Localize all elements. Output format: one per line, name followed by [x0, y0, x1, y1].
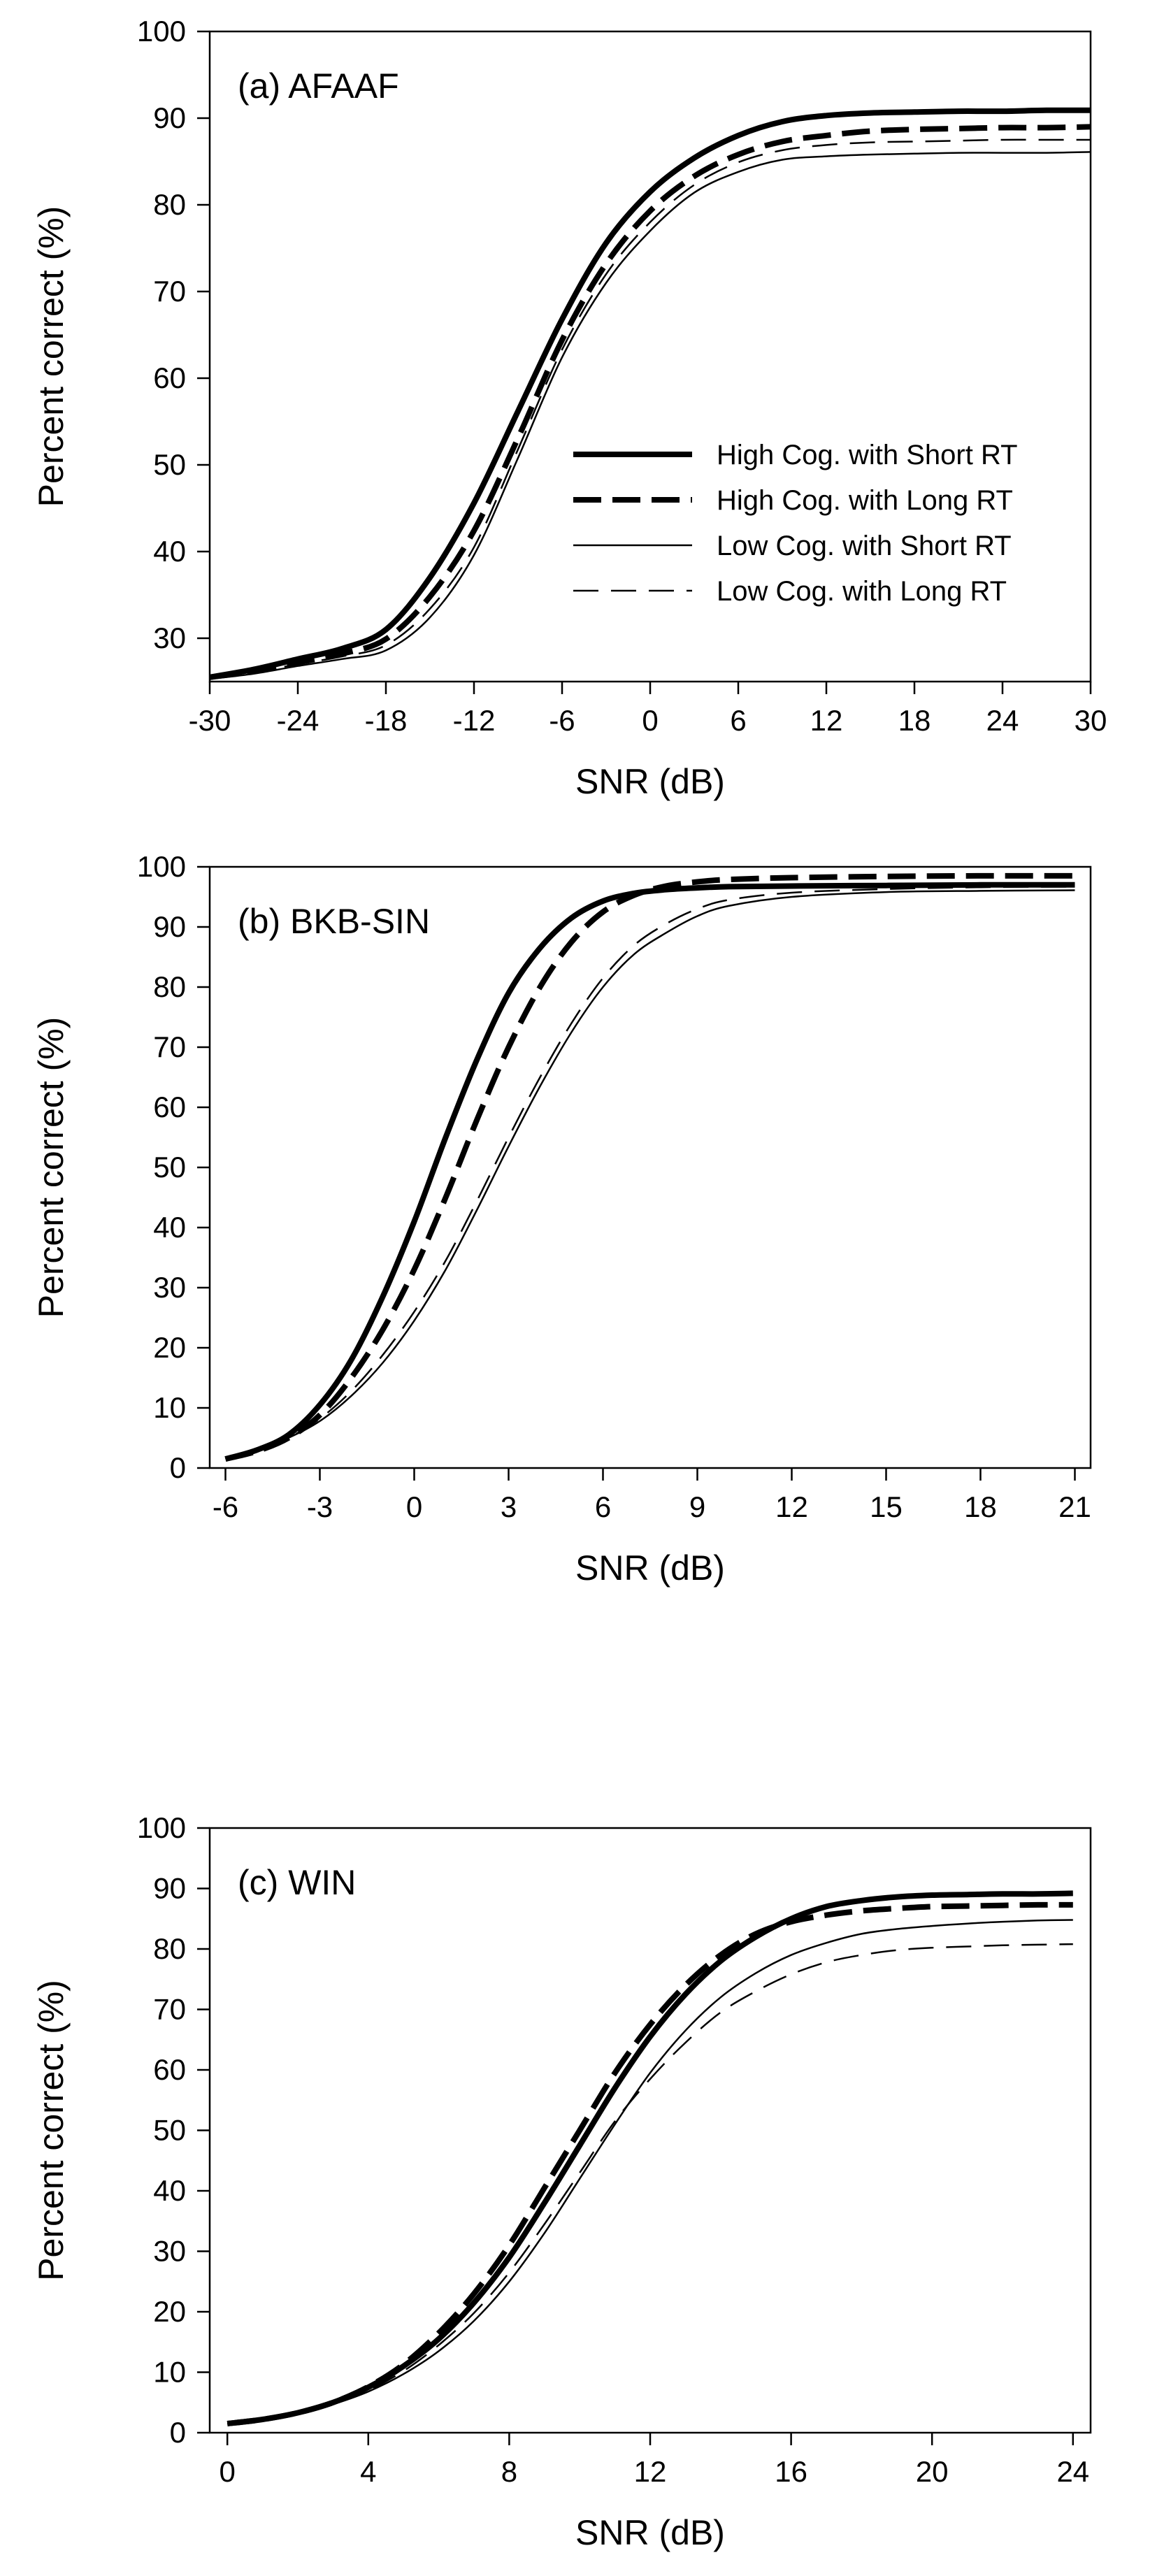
y-tick-label: 70 [153, 275, 186, 308]
y-tick-label: 90 [153, 101, 186, 134]
x-tick-label: 15 [870, 1490, 903, 1523]
x-tick-label: 6 [595, 1490, 611, 1523]
x-tick-label: 18 [964, 1490, 997, 1523]
panel-label: (a) AFAAF [238, 66, 399, 106]
x-tick-label: -12 [453, 704, 496, 737]
series-line-2 [210, 124, 1091, 680]
y-tick-label: 60 [153, 361, 186, 394]
x-tick-label: -6 [213, 1490, 238, 1523]
series-line-3 [225, 889, 1075, 1460]
x-tick-label: -30 [189, 704, 231, 737]
x-tick-label: -18 [365, 704, 408, 737]
y-tick-label: 40 [153, 535, 186, 568]
y-tick-label: 30 [153, 2235, 186, 2268]
y-tick-label: 60 [153, 1091, 186, 1123]
x-tick-label: 12 [775, 1490, 808, 1523]
series-line-3 [227, 1919, 1073, 2425]
plot-frame [208, 1827, 1092, 2434]
x-tick-label: 30 [1075, 704, 1107, 737]
x-tick-label: 16 [775, 2455, 807, 2488]
legend-label-1: High Cog. with Short RT [717, 440, 1018, 470]
y-tick-label: 80 [153, 188, 186, 221]
panel-label: (c) WIN [238, 1863, 356, 1902]
y-axis-label: Percent correct (%) [31, 206, 71, 508]
y-tick-label: 30 [153, 621, 186, 654]
series-line-3 [210, 151, 1091, 680]
y-tick-label: 100 [137, 850, 186, 883]
series-line-1 [227, 1890, 1073, 2426]
x-axis-label: SNR (dB) [575, 1548, 725, 1588]
x-tick-label: 24 [1056, 2455, 1089, 2488]
x-axis-label: SNR (dB) [575, 2513, 725, 2552]
x-tick-label: 20 [916, 2455, 949, 2488]
y-tick-label: 0 [170, 2416, 186, 2449]
x-tick-label: -24 [277, 704, 319, 737]
series-line-2 [224, 872, 1075, 1462]
series-line-2 [227, 1901, 1073, 2426]
x-tick-label: 24 [986, 704, 1019, 737]
x-tick-label: 12 [634, 2455, 667, 2488]
y-tick-label: 70 [153, 1030, 186, 1063]
y-tick-label: 50 [153, 2114, 186, 2147]
series-line-4 [210, 138, 1091, 679]
y-tick-label: 10 [153, 2356, 186, 2389]
chart-panel-2: 0 10 20 30 40 50 60 70 80 90 100 -6 -3 0 3 6 9 12 15 18 21 SN… [31, 850, 1092, 1588]
y-tick-label: 40 [153, 1211, 186, 1244]
series-line-1 [224, 882, 1075, 1462]
x-tick-label: 3 [501, 1490, 517, 1523]
x-tick-label: 18 [898, 704, 931, 737]
x-tick-label: 12 [810, 704, 843, 737]
series-line-4 [227, 1943, 1073, 2425]
y-tick-label: 60 [153, 2053, 186, 2086]
chart-panel-3: 0 10 20 30 40 50 60 70 80 90 100 0 4 8 12 16 20 24 SNR (dB… [31, 1811, 1092, 2552]
x-tick-label: 4 [360, 2455, 376, 2488]
legend: High Cog. with Short RT High Cog. with Lo… [573, 440, 1018, 607]
y-tick-label: 90 [153, 910, 186, 943]
y-axis-label: Percent correct (%) [31, 1980, 71, 2281]
series-line-4 [225, 886, 1075, 1460]
x-tick-label: 0 [220, 2455, 236, 2488]
y-axis-label: Percent correct (%) [31, 1017, 71, 1318]
y-tick-label: 70 [153, 1993, 186, 2026]
x-tick-label: 21 [1058, 1490, 1091, 1523]
y-tick-label: 20 [153, 1331, 186, 1364]
x-tick-label: 0 [642, 704, 658, 737]
y-tick-label: 100 [137, 1811, 186, 1844]
y-tick-label: 40 [153, 2174, 186, 2207]
panel-label: (b) BKB-SIN [238, 902, 430, 941]
chart-panel-1: 30 40 50 60 70 80 90 100 -30 -24 -18 -12 -6 0 6 12 18 24 3… [31, 15, 1107, 801]
y-tick-label: 20 [153, 2295, 186, 2328]
x-tick-label: 0 [406, 1490, 422, 1523]
y-tick-label: 0 [170, 1451, 186, 1484]
y-tick-label: 50 [153, 1151, 186, 1183]
legend-label-2: High Cog. with Long RT [717, 485, 1013, 516]
legend-label-3: Low Cog. with Short RT [717, 531, 1012, 561]
x-tick-label: -6 [549, 704, 575, 737]
y-tick-label: 80 [153, 970, 186, 1003]
x-axis-label: SNR (dB) [575, 762, 725, 801]
x-tick-label: 6 [730, 704, 746, 737]
y-tick-label: 90 [153, 1872, 186, 1905]
y-tick-label: 10 [153, 1391, 186, 1424]
y-tick-label: 30 [153, 1271, 186, 1304]
legend-label-4: Low Cog. with Long RT [717, 576, 1007, 607]
x-tick-label: 9 [689, 1490, 705, 1523]
y-tick-label: 50 [153, 448, 186, 481]
x-tick-label: -3 [307, 1490, 333, 1523]
y-tick-label: 80 [153, 1932, 186, 1965]
series-line-1 [210, 107, 1091, 680]
x-tick-label: 8 [501, 2455, 517, 2488]
y-tick-label: 100 [137, 15, 186, 48]
